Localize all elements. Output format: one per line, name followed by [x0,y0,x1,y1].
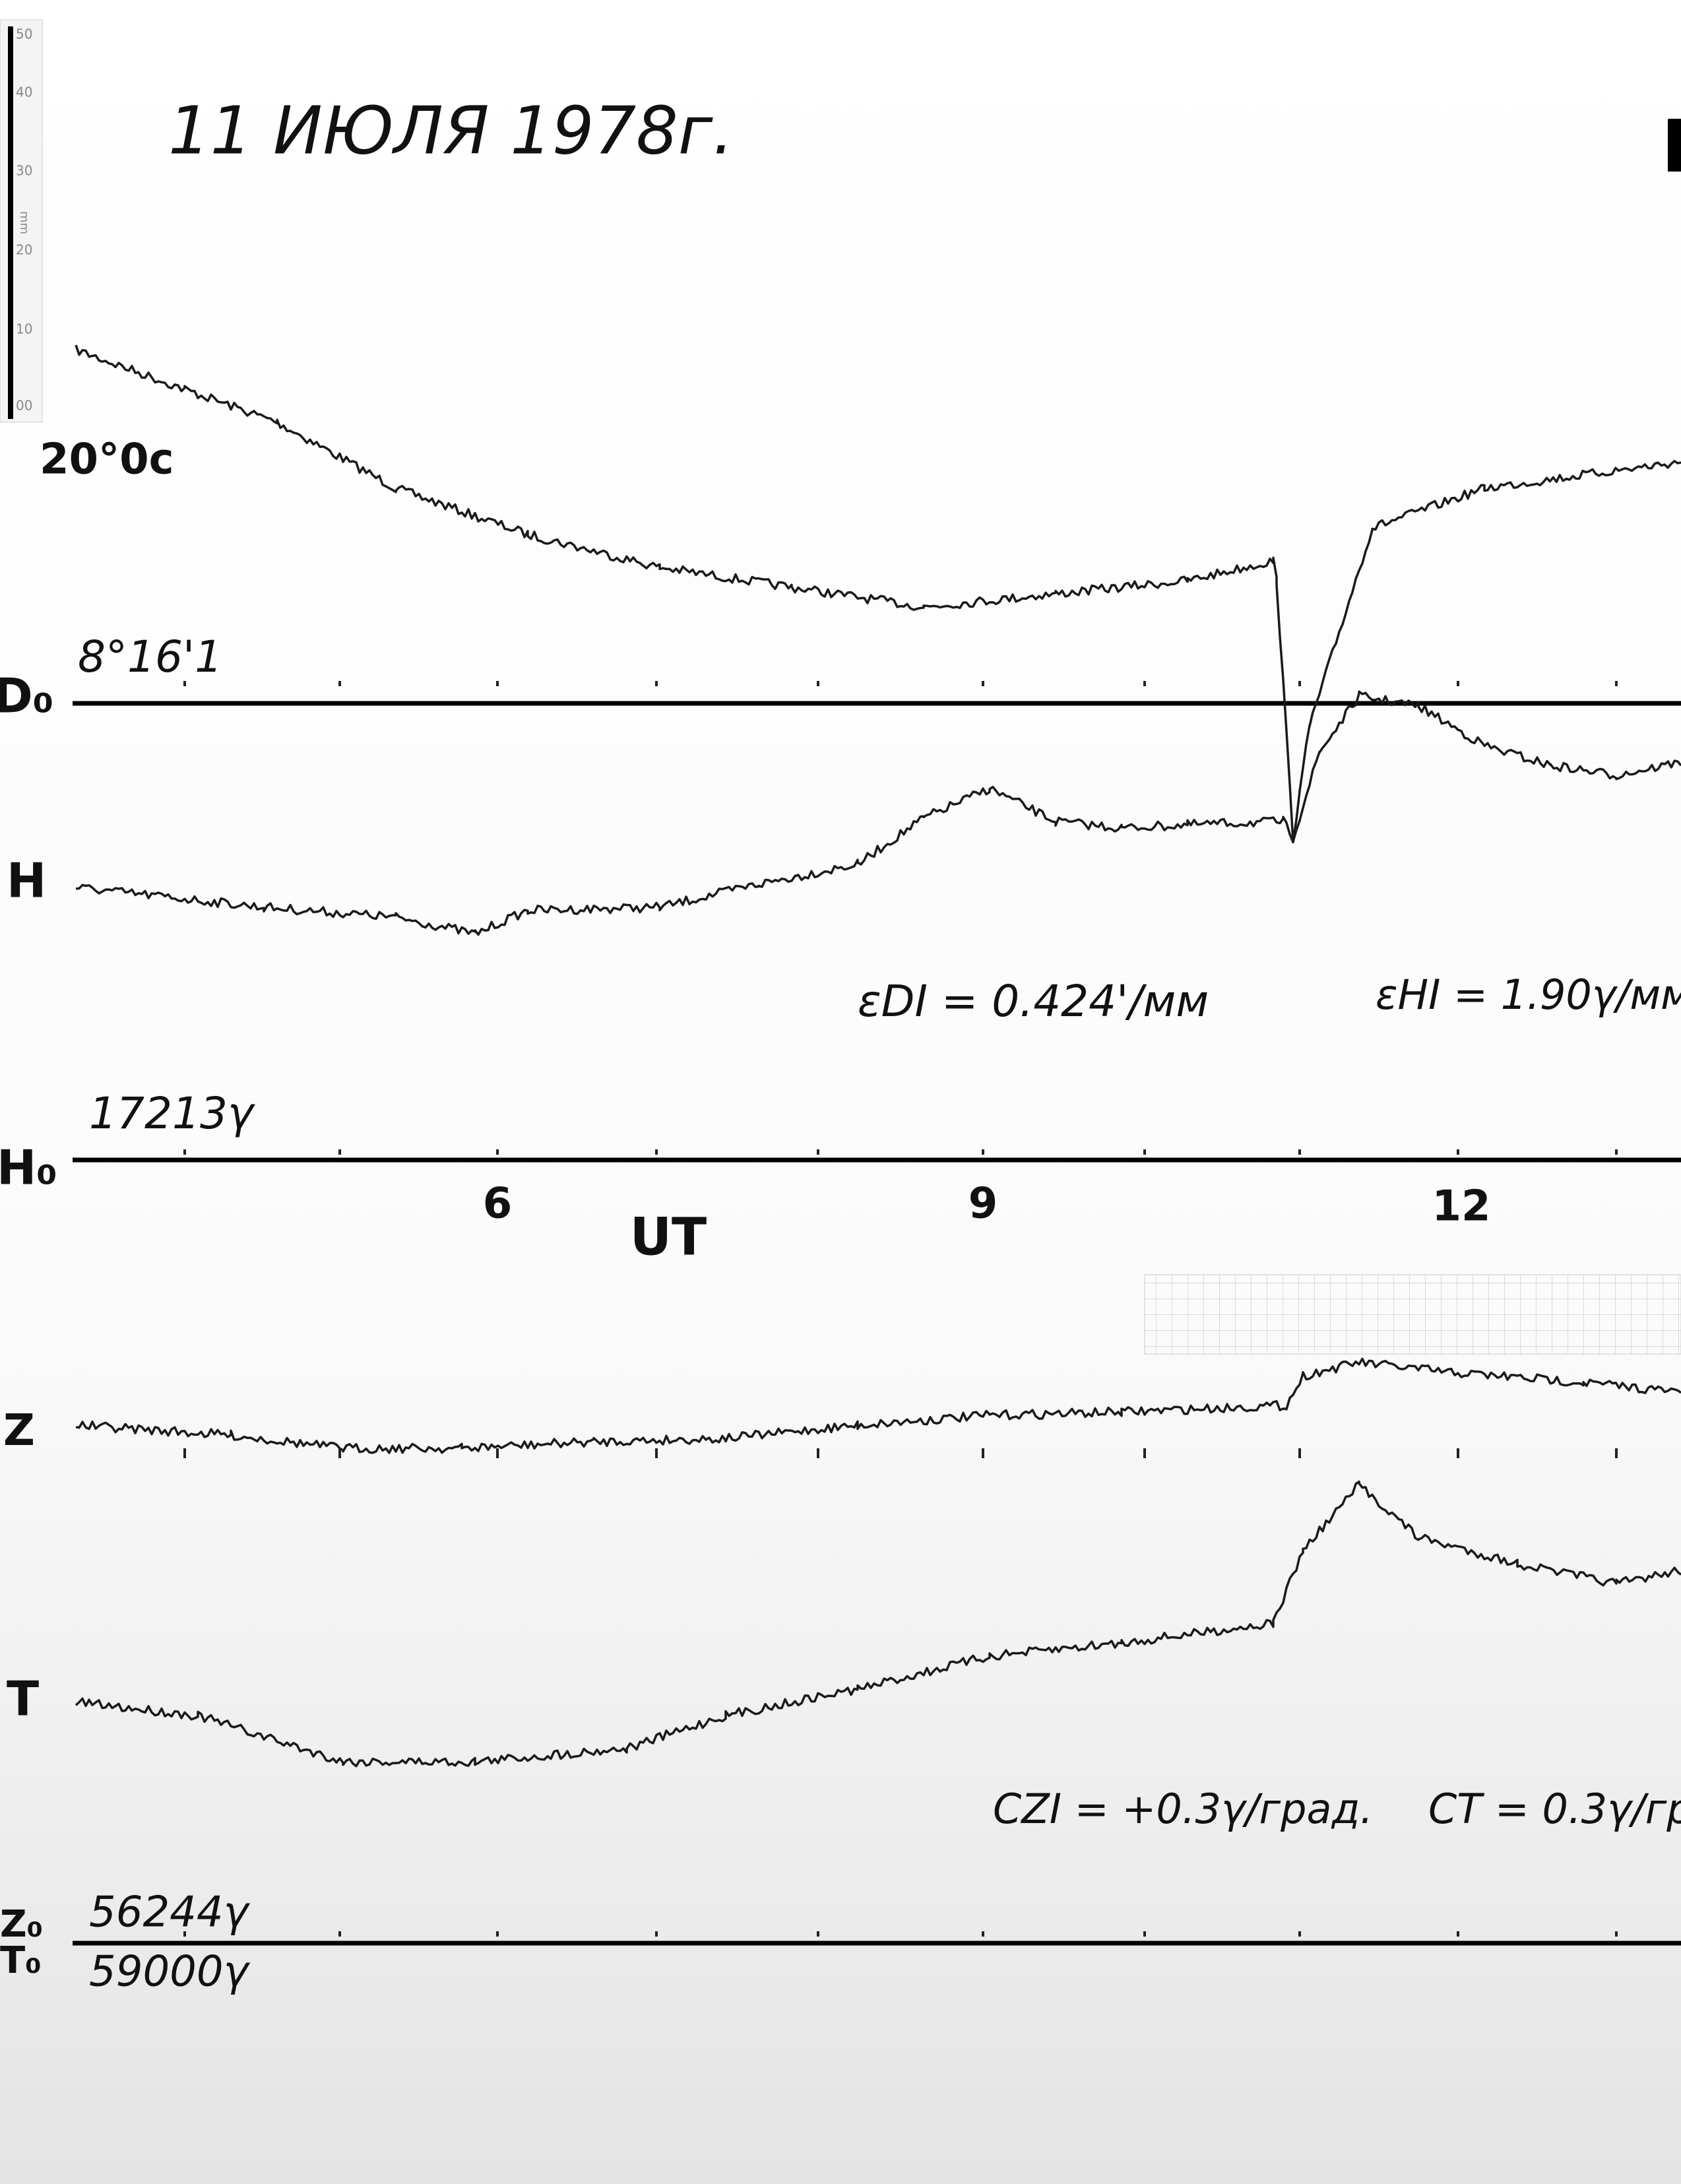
d-scale: εDI = 0.424'/мм [858,976,1209,1027]
edge-mark [1668,119,1681,172]
ruler-tick: 50 [16,26,32,42]
d-baseline-label: D₀ [0,668,53,724]
z-scale: CZI = +0.3γ/град. [993,1785,1373,1833]
z-baseline-label: Z₀ [0,1903,43,1946]
z-trace [75,1357,1681,1454]
time-tick: 9 [968,1180,998,1229]
ruler-tick: 00 [16,398,32,414]
t-trace [75,1480,1681,1768]
title: 11 ИЮЛЯ 1978г. [168,92,734,169]
t-label: T [7,1671,39,1727]
z-label: Z [3,1405,35,1456]
t-baseline-label: T₀ [0,1939,42,1982]
h-label: H [7,853,46,909]
time-tick: 12 [1432,1182,1490,1231]
ruler-tick: 10 [16,321,32,337]
ruler-unit: mm [17,211,31,234]
time-tick: 6 [483,1180,513,1229]
z-baseline-value: 56244γ [89,1888,251,1937]
h-scale: εHI = 1.90γ/мм [1376,971,1681,1019]
temperature-label: 20°0c [40,435,174,484]
h-baseline-label: H₀ [0,1140,57,1196]
t-baseline-value: 59000γ [89,1948,251,1997]
traces [75,344,1681,1768]
temperature-trace [75,344,1681,843]
ruler-tick: 30 [16,163,32,179]
h-trace [75,690,1681,936]
h-baseline-value: 17213γ [89,1088,255,1139]
time-axis-label: UT [630,1207,707,1267]
ruler [0,19,43,423]
ruler-tick: 20 [16,242,32,258]
ruler-labels: 50 40 30 20 10 00 mm [16,26,32,414]
t-scale: CT = 0.3γ/град [1428,1785,1681,1833]
ruler-tick: 40 [16,84,32,100]
graph-paper [1144,1274,1681,1355]
d-baseline-value: 8°16'1 [78,631,222,682]
hour-marks [183,681,1618,1937]
